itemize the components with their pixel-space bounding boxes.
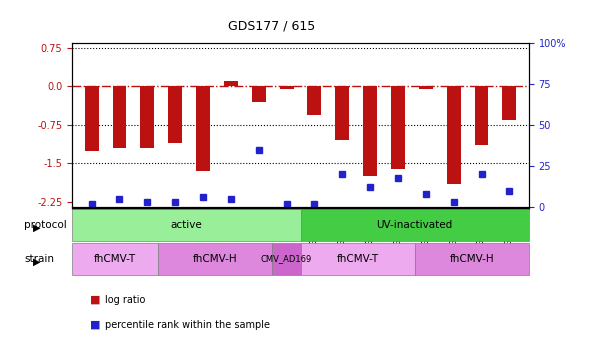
Bar — [502, 86, 516, 120]
Bar — [391, 86, 405, 169]
Bar — [85, 86, 99, 151]
Bar — [447, 86, 460, 184]
Bar — [419, 86, 433, 89]
Text: fhCMV-H: fhCMV-H — [192, 254, 237, 264]
Text: strain: strain — [24, 254, 54, 264]
Bar — [168, 86, 182, 143]
Text: fhCMV-H: fhCMV-H — [450, 254, 494, 264]
Text: fhCMV-T: fhCMV-T — [94, 254, 136, 264]
Bar — [279, 86, 293, 89]
Text: ■: ■ — [90, 295, 100, 305]
Text: log ratio: log ratio — [105, 295, 145, 305]
Bar — [475, 86, 489, 146]
Text: percentile rank within the sample: percentile rank within the sample — [105, 320, 270, 330]
Bar — [112, 86, 126, 148]
Bar — [224, 81, 238, 86]
Text: active: active — [171, 220, 202, 230]
Bar — [252, 86, 266, 102]
Bar — [141, 86, 154, 148]
Text: CMV_AD169: CMV_AD169 — [261, 254, 312, 263]
Bar — [363, 86, 377, 176]
Text: protocol: protocol — [24, 220, 67, 230]
Text: ▶: ▶ — [33, 257, 40, 267]
Text: ▶: ▶ — [33, 223, 40, 233]
Text: UV-inactivated: UV-inactivated — [377, 220, 453, 230]
Bar — [335, 86, 349, 140]
Text: GDS177 / 615: GDS177 / 615 — [228, 19, 316, 32]
Bar — [196, 86, 210, 171]
Text: fhCMV-T: fhCMV-T — [337, 254, 379, 264]
Bar — [308, 86, 322, 115]
Text: ■: ■ — [90, 320, 100, 330]
